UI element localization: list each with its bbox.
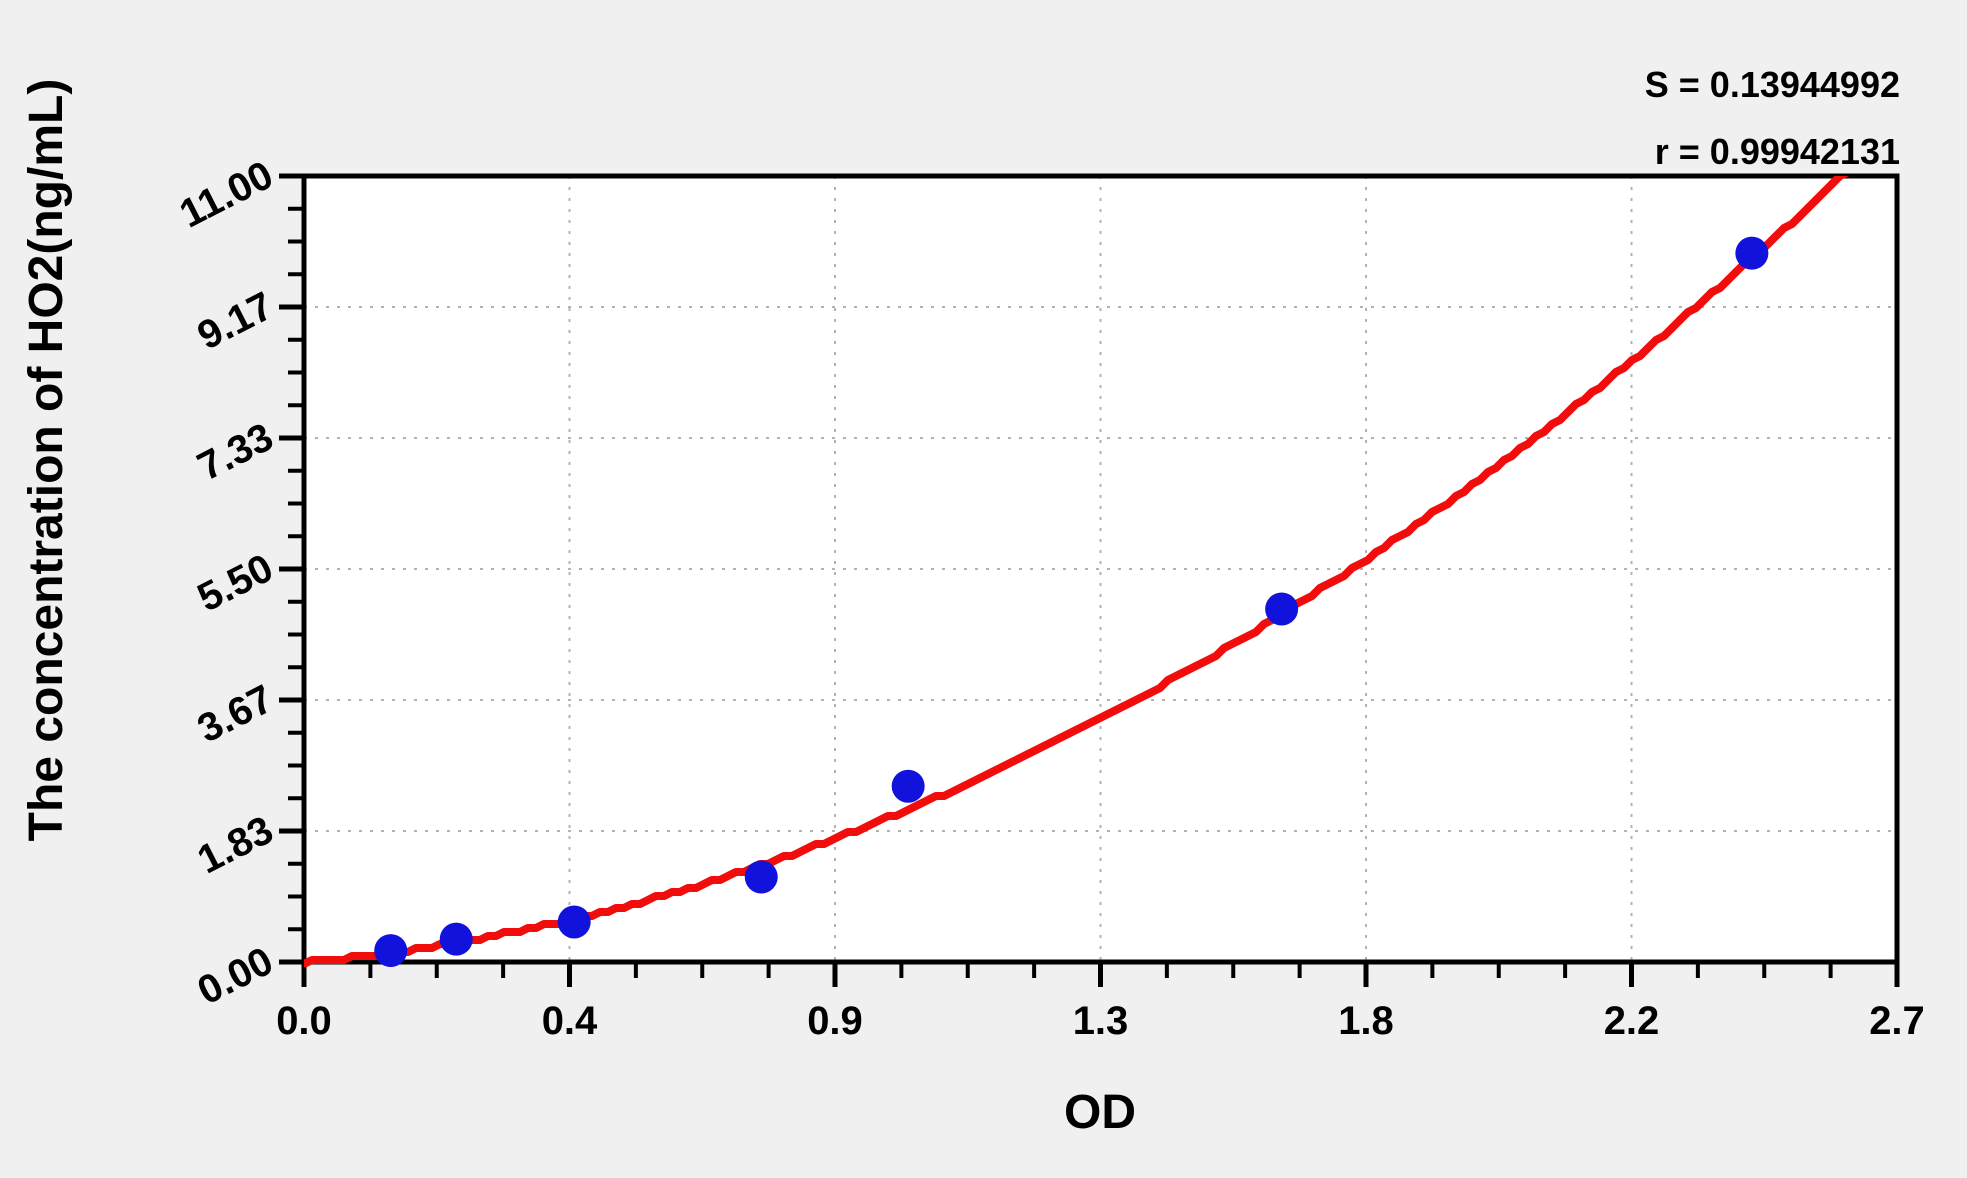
y-tick-label: 9.17 <box>191 284 280 359</box>
y-tick-label: 0.00 <box>191 939 280 1014</box>
data-point <box>557 905 591 939</box>
data-point <box>374 934 408 967</box>
y-tick-labels: 0.00 1.83 3.67 5.50 7.33 9.17 11.00 <box>173 153 280 1014</box>
axis-ticks <box>279 173 1900 987</box>
gridlines <box>304 176 1897 962</box>
y-tick-label: 3.67 <box>191 677 280 752</box>
y-axis-title: The concentration of HO2(ng/mL) <box>20 79 73 842</box>
data-point <box>744 860 778 894</box>
x-tick-label: 0.4 <box>542 999 598 1043</box>
data-point <box>439 922 473 956</box>
x-tick-label: 2.2 <box>1604 999 1660 1043</box>
data-point <box>1265 592 1299 626</box>
x-tick-label: 2.7 <box>1869 999 1925 1043</box>
x-tick-label: 1.8 <box>1338 999 1394 1043</box>
data-point <box>1735 236 1769 270</box>
x-axis-title: OD <box>1064 1086 1136 1139</box>
stat-r: r = 0.99942131 <box>1655 131 1900 172</box>
x-tick-label: 0.9 <box>807 999 863 1043</box>
y-tick-label: 11.00 <box>173 153 280 237</box>
plot-border <box>301 173 1900 965</box>
data-points <box>374 236 1769 967</box>
y-tick-label: 1.83 <box>191 808 280 883</box>
data-point <box>891 769 925 803</box>
x-tick-labels: 0.0 0.4 0.9 1.3 1.8 2.2 2.7 <box>276 999 1925 1043</box>
x-tick-label: 1.3 <box>1073 999 1129 1043</box>
y-tick-label: 5.50 <box>191 546 280 621</box>
stat-s: S = 0.13944992 <box>1645 64 1900 105</box>
x-tick-label: 0.0 <box>276 999 332 1043</box>
y-tick-label: 7.33 <box>191 415 280 490</box>
